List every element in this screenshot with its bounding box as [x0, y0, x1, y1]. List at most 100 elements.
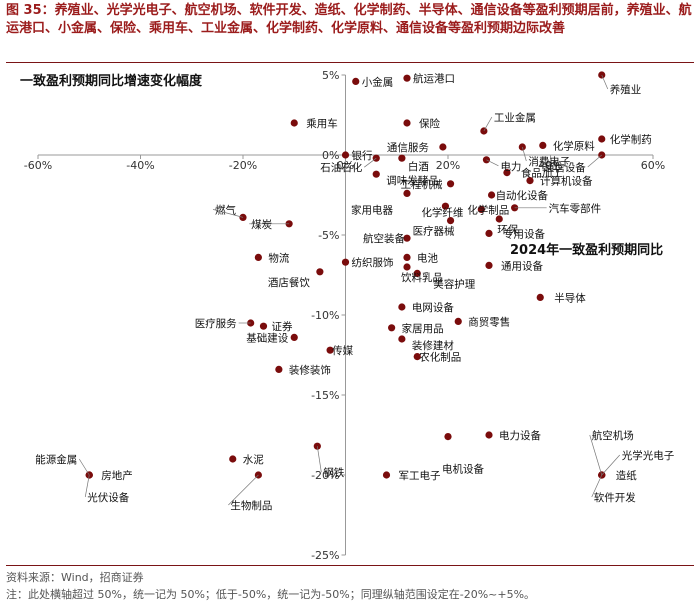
data-label: 水泥 — [243, 453, 264, 466]
data-point — [316, 268, 324, 276]
data-point — [536, 293, 544, 301]
data-label: 计算机设备 — [540, 175, 593, 188]
data-label: 装修装饰 — [289, 363, 331, 376]
label-leader-line — [364, 157, 377, 168]
data-point — [259, 322, 268, 330]
data-point — [372, 170, 380, 178]
data-label: 软件开发 — [594, 491, 636, 504]
data-label: 自动化设备 — [496, 189, 549, 202]
data-label: 电机设备 — [442, 463, 484, 476]
data-label: 传媒 — [332, 344, 353, 357]
data-label: 电力设备 — [499, 429, 541, 442]
data-label: 房地产 — [101, 469, 133, 482]
data-label: 调味发酵品 — [386, 174, 439, 187]
data-label: 白酒 — [408, 160, 429, 173]
data-label: 物流 — [268, 251, 289, 264]
data-point — [413, 269, 421, 277]
y-tick-label: -20% — [311, 469, 339, 482]
data-point — [454, 317, 462, 325]
x-axis-title: 2024年一致盈利预期同比 — [510, 242, 663, 258]
data-point — [441, 202, 450, 210]
data-label: 化学制药 — [610, 133, 652, 146]
data-label: 医疗器械 — [413, 225, 455, 238]
data-label: 通用设备 — [501, 259, 543, 272]
y-tick-label: -15% — [311, 389, 339, 402]
data-point — [403, 189, 411, 197]
label-leader-line — [78, 458, 90, 476]
data-point — [444, 433, 452, 441]
label-leader-line — [212, 209, 244, 218]
data-label: 光学光电子 — [622, 449, 675, 462]
figure-title: 图 35：养殖业、光学光电子、航空机场、软件开发、造纸、化学制药、半导体、通信设… — [6, 3, 692, 36]
data-label: 航空装备 — [363, 232, 405, 245]
data-label: 燃气 — [215, 203, 236, 216]
label-leader-line — [84, 474, 90, 498]
data-label: 小金属 — [362, 75, 394, 88]
data-point — [341, 151, 350, 159]
data-point — [403, 74, 411, 82]
data-point — [275, 365, 283, 373]
data-point — [290, 333, 298, 341]
x-tick-label: 20% — [436, 159, 460, 172]
data-point — [403, 253, 411, 261]
data-label: 家居用品 — [402, 322, 444, 335]
data-point — [403, 234, 411, 242]
data-label: 电力 — [500, 160, 521, 173]
data-point — [326, 346, 334, 354]
top-rule — [6, 62, 694, 63]
data-label: 航空机场 — [592, 429, 634, 442]
data-label: 化学制品 — [467, 203, 509, 216]
label-leader-line — [587, 154, 602, 168]
data-point — [485, 229, 493, 237]
data-point — [398, 154, 406, 162]
data-label: 煤炭 — [251, 218, 272, 231]
data-label: 饮料乳品 — [401, 271, 443, 284]
data-label: 石油石化 — [320, 161, 362, 174]
data-label: 通信设备 — [544, 161, 586, 174]
data-label: 造纸 — [616, 469, 637, 482]
label-leader-line — [589, 434, 603, 476]
label-leader-line — [486, 159, 499, 167]
data-label: 工程机械 — [401, 178, 443, 191]
data-point — [446, 217, 455, 225]
label-leader-line — [316, 446, 322, 473]
x-tick-label: 60% — [641, 159, 665, 172]
data-label: 乘用车 — [306, 117, 338, 130]
data-point — [477, 205, 485, 213]
y-tick-label: -25% — [311, 549, 339, 562]
label-leader-line — [483, 116, 493, 132]
data-point — [503, 169, 511, 177]
data-point — [413, 353, 421, 361]
x-tick-label: -20% — [229, 159, 257, 172]
data-point — [598, 135, 606, 143]
data-label: 纺织服饰 — [352, 256, 394, 269]
data-label: 食品加工 — [521, 167, 563, 180]
data-label: 银行 — [352, 149, 373, 162]
x-tick-label: -40% — [126, 159, 154, 172]
data-point — [495, 215, 503, 223]
y-tick-label: -5% — [318, 229, 339, 242]
data-label: 汽车零部件 — [549, 202, 602, 215]
data-label: 消费电子 — [528, 155, 570, 168]
data-point — [398, 335, 406, 343]
label-leader-line — [601, 454, 621, 476]
y-tick-label: 5% — [322, 69, 339, 82]
data-label: 环保 — [497, 223, 518, 236]
y-axis-title: 一致盈利预期同比增速变化幅度 — [20, 73, 203, 89]
data-point — [352, 77, 360, 85]
footnote: 注：此处横轴超过 50%，统一记为 50%；低于-50%，统一记为-50%；同理… — [6, 588, 536, 601]
x-tick-label: -60% — [24, 159, 52, 172]
data-point — [290, 119, 298, 127]
data-point — [539, 141, 547, 149]
data-point — [526, 177, 534, 185]
data-point — [382, 471, 391, 479]
data-point — [388, 324, 396, 332]
data-label: 化学原料 — [553, 139, 595, 152]
data-label: 能源金属 — [35, 453, 77, 466]
bottom-rule — [6, 565, 694, 566]
data-label: 钢铁 — [323, 466, 344, 479]
data-label: 酒店餐饮 — [268, 276, 310, 289]
data-point — [398, 303, 406, 311]
data-label: 生物制品 — [230, 499, 272, 512]
label-leader-line — [228, 474, 259, 506]
